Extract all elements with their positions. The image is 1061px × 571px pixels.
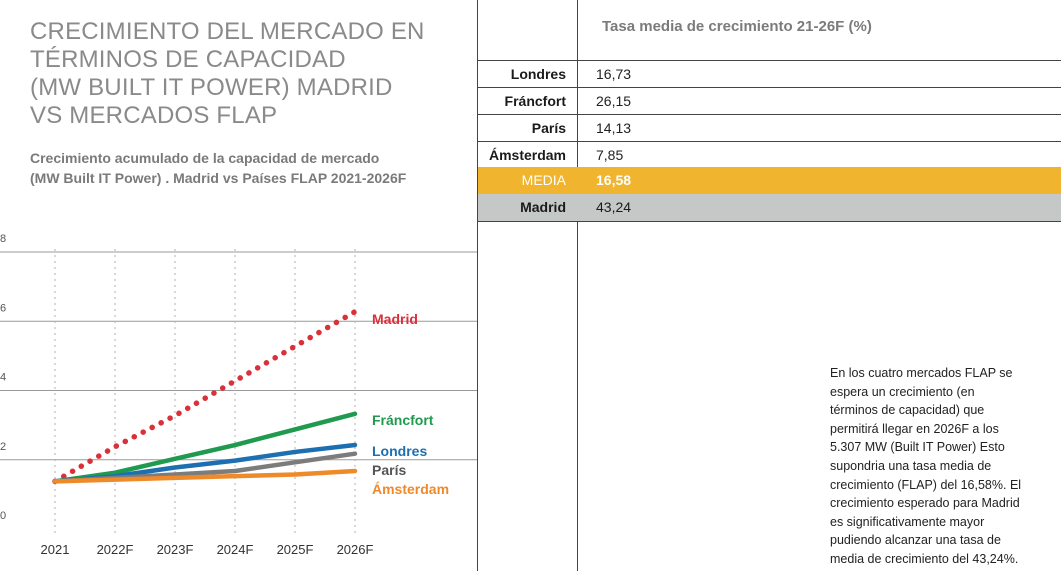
y-tick-label: 4 — [0, 372, 6, 384]
table-row: París 14,13 — [478, 115, 1061, 142]
y-tick-label: 0 — [0, 510, 6, 522]
x-axis-ticks: 2021 2022F 2023F 2024F 2025F 2026F — [41, 542, 374, 557]
table-rule — [478, 221, 1061, 222]
row-name: Londres — [510, 66, 566, 82]
legend-labels: Madrid Fráncfort Londres París Ámsterdam — [372, 311, 449, 497]
note-text: En los cuatro mercados FLAP se espera un… — [830, 364, 1045, 569]
chart-subtitle-line: Crecimiento acumulado de la capacidad de… — [30, 150, 380, 166]
y-tick-label: 8 — [0, 233, 6, 245]
chart-title: CRECIMIENTO DEL MERCADO EN TÉRMINOS DE C… — [30, 18, 450, 130]
row-name: Ámsterdam — [488, 147, 566, 163]
series-label: Madrid — [372, 311, 418, 327]
x-tick-label: 2026F — [337, 542, 374, 557]
series-label: París — [372, 462, 406, 478]
row-value: 16,73 — [596, 66, 632, 82]
table-row: Londres 16,73 — [478, 61, 1061, 88]
y-axis-ticks: 0 2 4 6 8 — [0, 233, 6, 522]
note-line: permitirá llegar en 2026F a los — [830, 421, 999, 436]
table-left-border — [477, 0, 478, 571]
table-row: Ámsterdam 7,85 — [478, 142, 1061, 169]
table-row-madrid: Madrid 43,24 — [478, 194, 1061, 221]
note-line: En los cuatro mercados FLAP se — [830, 366, 1013, 380]
table-rule — [478, 114, 1061, 115]
series-line-ámsterdam — [52, 468, 358, 484]
table-row: Fráncfort 26,15 — [478, 88, 1061, 115]
y-tick-label: 2 — [0, 441, 6, 453]
series-label: Ámsterdam — [372, 481, 449, 497]
series-label: Londres — [372, 443, 427, 459]
row-value: 43,24 — [596, 199, 632, 215]
row-name: París — [531, 120, 566, 136]
table-rule — [478, 141, 1061, 142]
row-value: 14,13 — [596, 120, 632, 136]
chart-subtitle: Crecimiento acumulado de la capacidad de… — [30, 148, 460, 188]
note-line: crecimiento (FLAP) del 16,58%. El — [830, 477, 1022, 492]
x-tick-label: 2025F — [277, 542, 314, 557]
chart-title-line: (MW BUILT IT POWER) MADRID — [30, 74, 393, 101]
note-line: 5.307 MW (Built IT Power) Esto — [830, 440, 1005, 455]
table-header: Tasa media de crecimiento 21-26F (%) — [602, 18, 872, 35]
row-value: 26,15 — [596, 93, 632, 109]
table-row-media: MEDIA 16,58 — [478, 167, 1061, 194]
note-line: espera un crecimiento (en — [830, 384, 975, 399]
note-line: términos de capacidad) que — [830, 403, 985, 418]
row-value: 16,58 — [596, 172, 632, 188]
row-value: 7,85 — [596, 147, 624, 163]
series-line-fráncfort — [52, 411, 358, 484]
table-rule — [478, 60, 1061, 61]
table-rule — [478, 87, 1061, 88]
x-tick-label: 2022F — [97, 542, 134, 557]
chart-title-line: TÉRMINOS DE CAPACIDAD — [30, 46, 346, 73]
y-tick-label: 6 — [0, 302, 6, 314]
note-line: media de crecimiento del 43,24%. — [830, 551, 1019, 566]
table-column-divider — [577, 0, 578, 571]
x-tick-label: 2023F — [157, 542, 194, 557]
x-tick-label: 2024F — [217, 542, 254, 557]
chart-series — [52, 308, 358, 485]
line-chart: 0 2 4 6 8 2021 2022F 2023F 2024F 2025F 2026F Madr… — [0, 233, 478, 557]
row-name: Madrid — [520, 199, 566, 215]
x-tick-label: 2021 — [41, 542, 70, 557]
series-line-madrid — [52, 308, 358, 485]
row-name: MEDIA — [521, 172, 566, 188]
series-label: Fráncfort — [372, 412, 434, 428]
note-line: supondria una tasa media de — [830, 458, 992, 473]
note-line: es significativamente mayor — [830, 514, 985, 529]
note-line: crecimiento esperado para Madrid — [830, 496, 1020, 511]
chart-subtitle-line: (MW Built IT Power) . Madrid vs Países F… — [30, 170, 407, 186]
chart-title-line: VS MERCADOS FLAP — [30, 102, 278, 129]
row-name: Fráncfort — [504, 93, 566, 109]
note-line: pudiendo alcanzar una tasa de — [830, 533, 1001, 548]
chart-title-line: CRECIMIENTO DEL MERCADO EN — [30, 18, 425, 45]
